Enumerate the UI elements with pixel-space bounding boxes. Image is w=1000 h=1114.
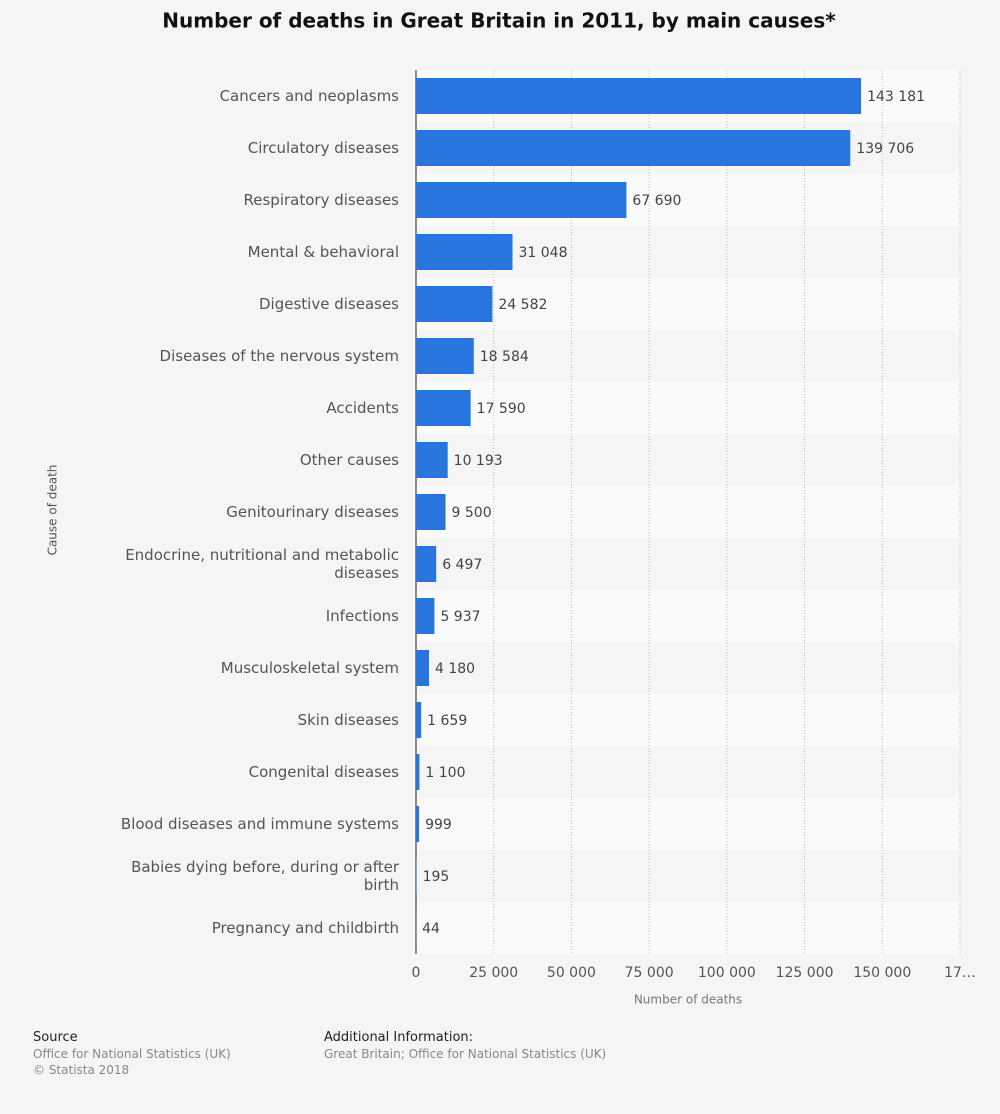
- value-label: 4 180: [435, 661, 475, 677]
- x-tick-label: 25 000: [469, 965, 518, 981]
- row-stripe: [416, 330, 960, 382]
- row-stripe: [416, 434, 960, 486]
- y-tick-label: Endocrine, nutritional and metabolic dis…: [125, 546, 399, 582]
- y-tick-label: Skin diseases: [297, 711, 399, 729]
- y-tick-label: Other causes: [299, 451, 399, 469]
- row-stripe: [416, 850, 960, 902]
- value-label: 44: [422, 921, 440, 937]
- bar: [416, 858, 417, 894]
- y-tick-label: Respiratory diseases: [243, 191, 400, 209]
- x-tick-label: 75 000: [625, 965, 674, 981]
- row-stripe: [416, 538, 960, 590]
- value-label: 10 193: [454, 453, 503, 469]
- row-stripe: [416, 278, 960, 330]
- value-label: 9 500: [452, 505, 492, 521]
- row-stripe: [416, 590, 960, 642]
- value-label: 67 690: [632, 193, 681, 209]
- y-tick-label: Musculoskeletal system: [220, 659, 399, 677]
- y-tick-label: Blood diseases and immune systems: [120, 815, 399, 833]
- row-stripe: [416, 642, 960, 694]
- value-label: 143 181: [867, 89, 925, 105]
- value-label: 5 937: [440, 609, 480, 625]
- x-tick-label: 100 000: [698, 965, 756, 981]
- value-label: 139 706: [856, 141, 914, 157]
- source-line: © Statista 2018: [33, 1063, 130, 1077]
- y-tick-label: Diseases of the nervous system: [159, 347, 399, 365]
- bar: [416, 130, 851, 166]
- source-title: Source: [33, 1030, 78, 1045]
- y-tick-label: Circulatory diseases: [247, 139, 399, 157]
- bar: [416, 702, 422, 738]
- value-label: 1 659: [427, 713, 467, 729]
- source: Source Office for National Statistics (U…: [33, 1029, 231, 1078]
- value-label: 31 048: [519, 245, 568, 261]
- y-tick-label: Infections: [325, 607, 399, 625]
- value-label: 195: [423, 869, 450, 885]
- y-tick-label: Cancers and neoplasms: [219, 87, 399, 105]
- info-title: Additional Information:: [324, 1030, 474, 1045]
- bar: [416, 286, 493, 322]
- value-label: 999: [425, 817, 452, 833]
- value-label: 1 100: [425, 765, 465, 781]
- y-tick-label: Mental & behavioral: [247, 243, 399, 261]
- bar: [416, 598, 435, 634]
- x-tick-label: 17…: [944, 965, 976, 981]
- bar: [416, 390, 471, 426]
- row-stripe: [416, 746, 960, 798]
- y-tick-label: Digestive diseases: [259, 295, 399, 313]
- y-tick-label: Congenital diseases: [248, 763, 399, 781]
- y-tick-label: Babies dying before, during or after bir…: [131, 858, 399, 894]
- bar: [416, 338, 474, 374]
- bar: [416, 234, 513, 270]
- x-tick-label: 150 000: [853, 965, 911, 981]
- bar: [416, 650, 429, 686]
- x-axis-label: Number of deaths: [634, 993, 742, 1007]
- x-tick-label: 125 000: [776, 965, 834, 981]
- bar: [416, 754, 420, 790]
- value-label: 17 590: [477, 401, 526, 417]
- y-axis-label: Cause of death: [46, 465, 60, 556]
- source-line: Office for National Statistics (UK): [33, 1047, 231, 1061]
- value-label: 6 497: [442, 557, 482, 573]
- row-stripe: [416, 486, 960, 538]
- bar: [416, 494, 446, 530]
- y-tick-label: Accidents: [326, 399, 399, 417]
- row-stripe: [416, 902, 960, 954]
- bar: [416, 546, 437, 582]
- y-tick-label: Pregnancy and childbirth: [211, 919, 399, 937]
- x-tick-label: 50 000: [547, 965, 596, 981]
- info: Additional Information: Great Britain; O…: [324, 1029, 606, 1062]
- info-text: Great Britain; Office for National Stati…: [324, 1047, 607, 1061]
- row-stripe: [416, 798, 960, 850]
- row-stripe: [416, 382, 960, 434]
- y-tick-label: Genitourinary diseases: [226, 503, 399, 521]
- bar: [416, 442, 448, 478]
- bar: [416, 182, 627, 218]
- row-stripe: [416, 694, 960, 746]
- bar: [416, 806, 420, 842]
- x-tick-label: 0: [412, 965, 421, 981]
- chart-title: Number of deaths in Great Britain in 201…: [162, 9, 836, 33]
- value-label: 18 584: [480, 349, 529, 365]
- value-label: 24 582: [498, 297, 547, 313]
- bar: [416, 78, 862, 114]
